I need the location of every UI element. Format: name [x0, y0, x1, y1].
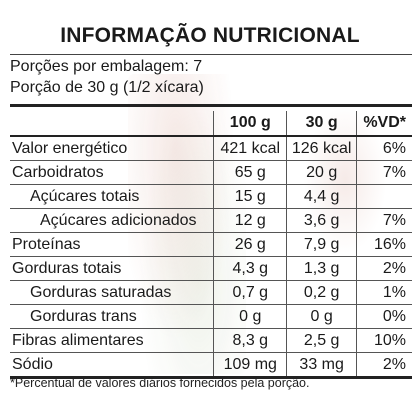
- header-per-100g: 100 g: [213, 111, 287, 137]
- value-per-30g: 7,9 g: [286, 232, 357, 257]
- value-per-100g: 109 mg: [213, 352, 287, 379]
- value-per-100g: 12 g: [213, 208, 287, 233]
- value-daily: 16%: [356, 232, 412, 257]
- label-title: INFORMAÇÃO NUTRICIONAL: [60, 24, 360, 47]
- value-per-30g: 3,6 g: [286, 208, 357, 233]
- servings-per-package: Porções por embalagem: 7: [10, 58, 203, 75]
- value-per-100g: 4,3 g: [213, 256, 287, 281]
- value-per-100g: 8,3 g: [213, 328, 287, 353]
- value-per-30g: 0,2 g: [286, 280, 357, 305]
- value-per-30g: 126 kcal: [286, 136, 357, 161]
- value-daily: 10%: [356, 328, 412, 353]
- value-per-100g: 26 g: [213, 232, 287, 257]
- table-row-total-sugars: Açúcares totais 15 g 4,4 g: [10, 184, 412, 209]
- nutrient-name: Gorduras totais: [10, 256, 214, 281]
- value-daily: 1%: [356, 280, 412, 305]
- value-daily: 0%: [356, 304, 412, 329]
- table-row-added-sugars: Açúcares adicionados 12 g 3,6 g 7%: [10, 208, 412, 233]
- value-per-30g: 4,4 g: [286, 184, 357, 209]
- table-row-energy: Valor energético 421 kcal 126 kcal 6%: [10, 136, 412, 161]
- value-per-100g: 65 g: [213, 160, 287, 185]
- nutrient-name: Fibras alimentares: [10, 328, 214, 353]
- table-row-carbohydrates: Carboidratos 65 g 20 g 7%: [10, 160, 412, 185]
- table-row-dietary-fiber: Fibras alimentares 8,3 g 2,5 g 10%: [10, 328, 412, 353]
- value-per-30g: 1,3 g: [286, 256, 357, 281]
- value-daily: 7%: [356, 208, 412, 233]
- header-nutrient: [10, 111, 214, 137]
- nutrient-name: Açúcares adicionados: [10, 208, 214, 233]
- table-row-total-fat: Gorduras totais 4,3 g 1,3 g 2%: [10, 256, 412, 281]
- value-per-100g: 421 kcal: [213, 136, 287, 161]
- value-daily: 2%: [356, 256, 412, 281]
- nutrient-name: Gorduras saturadas: [10, 280, 214, 305]
- table-row-sodium: Sódio 109 mg 33 mg 2%: [10, 352, 412, 379]
- table-row-proteins: Proteínas 26 g 7,9 g 16%: [10, 232, 412, 257]
- value-daily: 7%: [356, 160, 412, 185]
- value-per-100g: 0,7 g: [213, 280, 287, 305]
- value-per-30g: 33 mg: [286, 352, 357, 379]
- value-daily: [356, 184, 412, 209]
- nutrient-name: Sódio: [10, 352, 214, 379]
- header-daily-value: %VD*: [356, 111, 412, 137]
- value-per-100g: 15 g: [213, 184, 287, 209]
- nutrient-name: Proteínas: [10, 232, 214, 257]
- value-per-30g: 2,5 g: [286, 328, 357, 353]
- portion-size: Porção de 30 g (1/2 xícara): [10, 79, 204, 96]
- value-daily: 6%: [356, 136, 412, 161]
- table-top-rule: [10, 104, 412, 107]
- table-row-saturated-fat: Gorduras saturadas 0,7 g 0,2 g 1%: [10, 280, 412, 305]
- nutrient-name: Açúcares totais: [10, 184, 214, 209]
- daily-value-footnote: *Percentual de valores diários fornecido…: [10, 376, 310, 390]
- value-per-30g: 0 g: [286, 304, 357, 329]
- table-header-row: 100 g 30 g %VD*: [10, 111, 412, 137]
- nutrient-name: Gorduras trans: [10, 304, 214, 329]
- value-per-100g: 0 g: [213, 304, 287, 329]
- header-per-30g: 30 g: [286, 111, 357, 137]
- nutrition-table: 100 g 30 g %VD* Valor energético 421 kca…: [10, 111, 412, 379]
- value-daily: 2%: [356, 352, 412, 379]
- table-row-trans-fat: Gorduras trans 0 g 0 g 0%: [10, 304, 412, 329]
- value-per-30g: 20 g: [286, 160, 357, 185]
- title-divider: [10, 54, 412, 55]
- nutrient-name: Carboidratos: [10, 160, 214, 185]
- nutrient-name: Valor energético: [10, 136, 214, 161]
